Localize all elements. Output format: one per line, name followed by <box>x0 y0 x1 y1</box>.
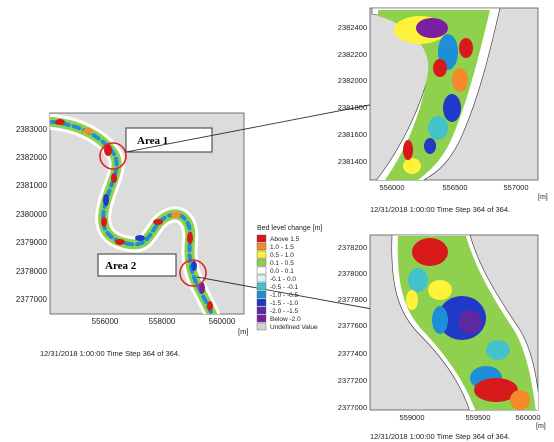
zoom2-y-tick: 2378000 <box>338 269 367 278</box>
zoom1-river <box>371 8 501 180</box>
legend-swatch <box>256 250 267 259</box>
area1-label: Area 1 <box>137 135 168 147</box>
main-x-tick: 558000 <box>149 317 176 326</box>
zoom2-x-ticks: 559000 559500 560000 <box>399 413 540 422</box>
main-y-tick: 2379000 <box>16 238 48 247</box>
legend-label: 0.1 - 0.5 <box>270 260 294 267</box>
main-y-tick: 2382000 <box>16 153 48 162</box>
area1-label-box: Area 1 <box>125 127 213 153</box>
legend-items: Above 1.5 1.0 - 1.5 0.5 - 1.0 0.1 - 0.5 … <box>256 234 318 331</box>
legend-swatch <box>256 266 267 275</box>
zoom1-unit-label: [m] <box>538 194 548 201</box>
main-river <box>50 114 220 314</box>
zoom2-y-tick: 2377800 <box>338 295 367 304</box>
zoom2-y-ticks: 2378200 2378000 2377800 2377600 2377400 … <box>338 243 367 412</box>
zoom1-timestamp: 12/31/2018 1:00:00 Time Step 364 of 364. <box>370 205 510 214</box>
legend-label: 0.5 - 1.0 <box>270 252 294 259</box>
zoom1-x-tick: 556000 <box>379 183 404 192</box>
zoom1-x-tick: 557000 <box>503 183 528 192</box>
zoom1-y-tick: 2381800 <box>338 103 367 112</box>
zoom2-timestamp: 12/31/2018 1:00:00 Time Step 364 of 364. <box>370 432 510 441</box>
main-unit-label: [m] <box>238 327 248 336</box>
zoom2-y-tick: 2377600 <box>338 321 367 330</box>
zoom2-x-tick: 560000 <box>515 413 540 422</box>
legend-label: -0.1 - 0.0 <box>270 276 296 283</box>
zoom1-x-tick: 556500 <box>442 183 467 192</box>
legend-label: -2.0 - -1.5 <box>270 308 299 315</box>
main-x-tick: 560000 <box>209 317 236 326</box>
main-y-tick: 2380000 <box>16 210 48 219</box>
legend-swatch <box>256 234 267 243</box>
zoom2-y-tick: 2377000 <box>338 403 367 412</box>
main-y-tick: 2383000 <box>16 125 48 134</box>
legend-label: -0.5 - -0.1 <box>270 284 299 291</box>
main-y-ticks: 2383000 2382000 2381000 2380000 2379000 … <box>16 125 48 304</box>
zoom2-y-tick: 2378200 <box>338 243 367 252</box>
main-x-tick: 556000 <box>92 317 119 326</box>
legend-swatch <box>256 314 267 323</box>
zoom1-y-tick: 2381400 <box>338 157 367 166</box>
main-y-tick: 2377000 <box>16 295 48 304</box>
zoom1-y-tick: 2381600 <box>338 130 367 139</box>
legend-swatch <box>256 298 267 307</box>
zoom1-y-tick: 2382200 <box>338 50 367 59</box>
main-y-tick: 2378000 <box>16 267 48 276</box>
legend-swatch <box>256 306 267 315</box>
legend-label: 1.0 - 1.5 <box>270 244 294 251</box>
area2-label-box: Area 2 <box>97 253 177 277</box>
legend: Bed level change [m] Above 1.5 1.0 - 1.5… <box>256 225 322 331</box>
legend-label: Undefined Value <box>270 324 318 331</box>
zoom2-y-tick: 2377200 <box>338 376 367 385</box>
zoom2-x-tick: 559500 <box>465 413 490 422</box>
zoom2-x-tick: 559000 <box>399 413 424 422</box>
zoom1-y-tick: 2382400 <box>338 23 367 32</box>
legend-label: -1.0 - -0.5 <box>270 292 299 299</box>
legend-title: Bed level change [m] <box>257 225 322 232</box>
main-x-ticks: 556000 558000 560000 <box>92 317 236 326</box>
area1-marker-circle <box>99 142 127 170</box>
area2-label: Area 2 <box>105 260 137 272</box>
zoom2-river <box>391 235 538 410</box>
zoom2-unit-label: [m] <box>536 423 546 430</box>
legend-swatch <box>256 274 267 283</box>
area2-marker-circle <box>179 259 207 287</box>
zoom1-y-tick: 2382000 <box>338 76 367 85</box>
zoom1-map: 2382400 2382200 2382000 2381800 2381600 … <box>338 7 548 214</box>
legend-label: Below -2.0 <box>270 316 301 323</box>
main-timestamp: 12/31/2018 1:00:00 Time Step 364 of 364. <box>40 349 180 358</box>
legend-label: 0.0 - 0.1 <box>270 268 294 275</box>
legend-label: Above 1.5 <box>270 236 300 243</box>
zoom2-map: 2378200 2378000 2377800 2377600 2377400 … <box>338 234 546 441</box>
zoom2-y-tick: 2377400 <box>338 349 367 358</box>
legend-swatch <box>256 282 267 291</box>
main-y-tick: 2381000 <box>16 181 48 190</box>
legend-label: -1.5 - -1.0 <box>270 300 299 307</box>
legend-swatch <box>256 290 267 299</box>
legend-swatch <box>256 242 267 251</box>
legend-swatch <box>256 322 267 331</box>
zoom1-x-ticks: 556000 556500 557000 <box>379 183 528 192</box>
legend-swatch <box>256 258 267 267</box>
zoom1-y-ticks: 2382400 2382200 2382000 2381800 2381600 … <box>338 23 367 166</box>
